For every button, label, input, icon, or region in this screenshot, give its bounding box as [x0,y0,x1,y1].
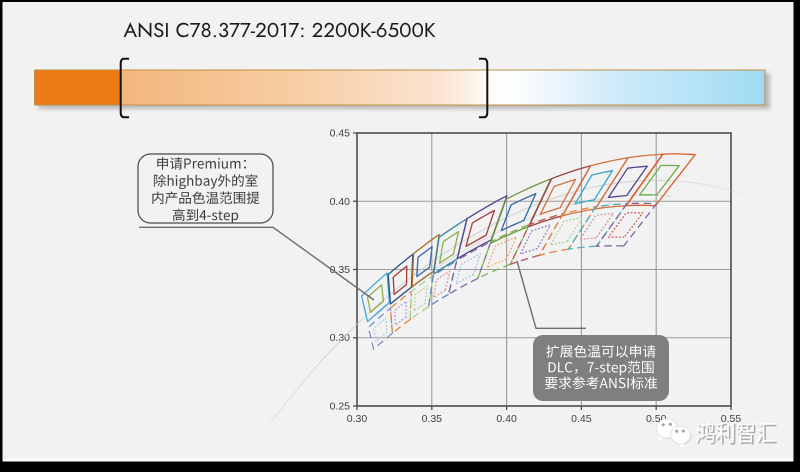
svg-text:0.35: 0.35 [422,413,443,425]
svg-text:0.45: 0.45 [330,128,351,140]
svg-text:0.30: 0.30 [330,332,351,344]
svg-text:0.40: 0.40 [496,413,517,425]
svg-text:0.30: 0.30 [347,413,368,425]
svg-text:0.35: 0.35 [330,264,351,276]
svg-text:0.45: 0.45 [571,413,592,425]
svg-text:0.40: 0.40 [330,196,351,208]
svg-text:0.55: 0.55 [721,413,742,425]
svg-text:0.25: 0.25 [330,401,351,413]
